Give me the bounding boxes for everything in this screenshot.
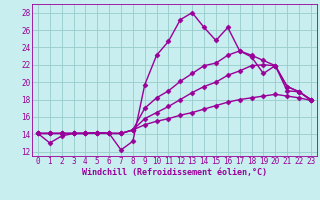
X-axis label: Windchill (Refroidissement éolien,°C): Windchill (Refroidissement éolien,°C) <box>82 168 267 177</box>
